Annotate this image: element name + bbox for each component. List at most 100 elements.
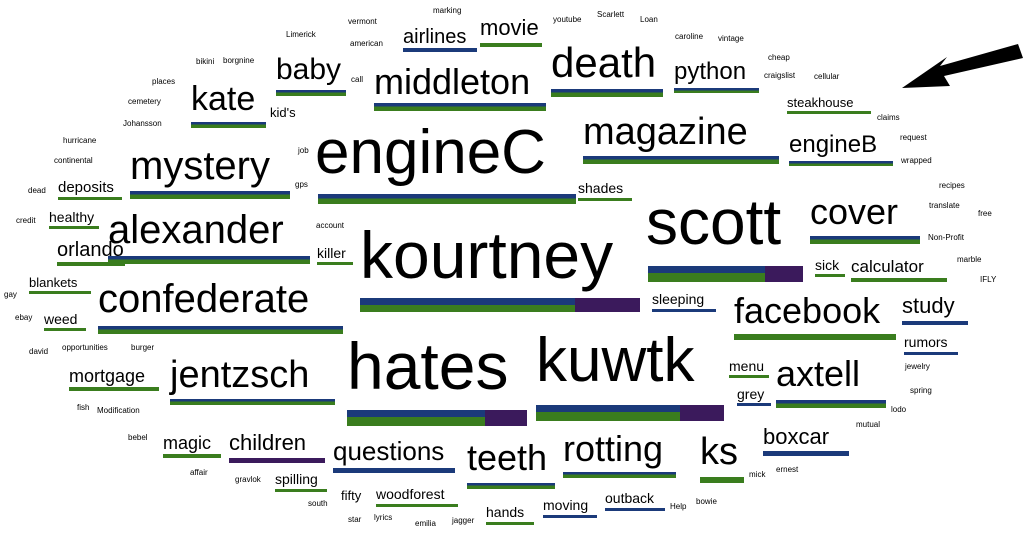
word-engineC: engineC bbox=[315, 118, 546, 187]
word-IFLY: IFLY bbox=[980, 275, 997, 284]
word-Modification: Modification bbox=[97, 406, 140, 415]
word-boxcar: boxcar bbox=[763, 424, 830, 449]
bar-jentzsch bbox=[170, 399, 335, 405]
word-cemetery: cemetery bbox=[128, 97, 161, 106]
bar-kate bbox=[191, 122, 266, 128]
bar-blankets bbox=[29, 291, 91, 294]
word-orlando: orlando bbox=[57, 239, 124, 261]
word-fifty: fifty bbox=[341, 488, 362, 503]
word-south: south bbox=[308, 499, 328, 508]
word-burger: burger bbox=[131, 343, 155, 352]
word-job: job bbox=[298, 146, 309, 155]
word-bebel: bebel bbox=[128, 433, 148, 442]
bar-grey bbox=[737, 403, 771, 406]
bar-magic bbox=[163, 454, 221, 458]
bar-middleton bbox=[374, 103, 546, 111]
word-vermont: vermont bbox=[348, 17, 377, 26]
word-weed: weed bbox=[44, 311, 78, 327]
bar-hates-purple bbox=[485, 410, 527, 426]
word-fish: fish bbox=[77, 403, 90, 412]
word-request: request bbox=[900, 133, 927, 142]
word-scott: scott bbox=[646, 186, 782, 258]
arrow-head bbox=[902, 44, 1023, 88]
word-recipes: recipes bbox=[939, 181, 965, 190]
word-youtube: youtube bbox=[553, 15, 582, 24]
word-cheap: cheap bbox=[768, 53, 790, 62]
word-Loan: Loan bbox=[640, 15, 658, 24]
word-mortgage: mortgage bbox=[69, 366, 146, 386]
word-confederate: confederate bbox=[98, 277, 310, 321]
bar-kuwtk bbox=[536, 405, 724, 421]
word-caroline: caroline bbox=[675, 32, 704, 41]
word-mutual: mutual bbox=[856, 420, 881, 429]
bar-movie bbox=[480, 43, 542, 47]
bar-magazine bbox=[583, 156, 779, 164]
word-account: account bbox=[316, 221, 345, 230]
word-dead: dead bbox=[28, 186, 46, 195]
word-kuwtk: kuwtk bbox=[536, 326, 695, 395]
bar-shades bbox=[578, 198, 632, 201]
bar-death bbox=[551, 89, 663, 97]
word-Non-Profit: Non-Profit bbox=[928, 233, 965, 242]
word-mick: mick bbox=[749, 470, 766, 479]
bar-scott-purple bbox=[765, 266, 803, 282]
word-healthy: healthy bbox=[49, 209, 95, 225]
word-star: star bbox=[348, 515, 362, 524]
word-airlines: airlines bbox=[403, 26, 467, 48]
word-kids: kid's bbox=[270, 105, 296, 120]
bar-kourtney bbox=[360, 298, 640, 312]
bar-engineB bbox=[789, 161, 893, 166]
word-marking: marking bbox=[433, 6, 462, 15]
word-lodo: lodo bbox=[891, 405, 907, 414]
word-spring: spring bbox=[910, 386, 932, 395]
word-kate: kate bbox=[191, 80, 256, 118]
word-ebay: ebay bbox=[15, 313, 33, 322]
word-deposits: deposits bbox=[58, 179, 114, 196]
word-middleton: middleton bbox=[374, 61, 531, 102]
bar-killer bbox=[317, 262, 353, 265]
bar-weed bbox=[44, 328, 86, 331]
bar-airlines bbox=[403, 48, 477, 52]
word-places: places bbox=[152, 77, 176, 86]
word-jewelry: jewelry bbox=[905, 362, 930, 371]
bar-python bbox=[674, 88, 759, 93]
word-rotting: rotting bbox=[563, 428, 664, 469]
word-Help: Help bbox=[670, 502, 687, 511]
word-cellular: cellular bbox=[814, 72, 840, 81]
word-magazine: magazine bbox=[583, 111, 748, 153]
bar-teeth bbox=[467, 483, 555, 489]
bar-healthy bbox=[49, 226, 99, 229]
word-woodforest: woodforest bbox=[376, 486, 445, 502]
word-facebook: facebook bbox=[734, 290, 881, 331]
word-Johansson: Johansson bbox=[123, 119, 162, 128]
bar-rumors bbox=[904, 352, 958, 355]
bar-steakhouse bbox=[787, 111, 871, 114]
bar-woodforest bbox=[376, 504, 458, 507]
word-lyrics: lyrics bbox=[374, 513, 393, 522]
word-american: american bbox=[350, 39, 383, 48]
word-sleeping: sleeping bbox=[652, 291, 705, 307]
word-hands: hands bbox=[486, 504, 525, 520]
bar-kuwtk-purple bbox=[680, 405, 724, 421]
bar-study bbox=[902, 321, 968, 325]
bar-ks bbox=[700, 477, 744, 483]
bar-calculator bbox=[851, 278, 947, 282]
bar-baby bbox=[276, 90, 346, 96]
word-death: death bbox=[551, 39, 657, 86]
bar-spilling bbox=[275, 489, 327, 492]
bar-boxcar bbox=[763, 451, 849, 456]
bar-alexander bbox=[108, 256, 310, 264]
bar-hands bbox=[486, 522, 534, 525]
word-jentzsch: jentzsch bbox=[170, 354, 310, 396]
word-steakhouse: steakhouse bbox=[787, 95, 854, 110]
word-rumors: rumors bbox=[904, 334, 948, 350]
word-Limerick: Limerick bbox=[286, 30, 316, 39]
word-hates: hates bbox=[347, 329, 509, 403]
word-opportunities: opportunities bbox=[62, 343, 108, 352]
word-gravlok: gravlok bbox=[235, 475, 261, 484]
bar-facebook bbox=[734, 334, 896, 340]
word-jagger: jagger bbox=[452, 516, 475, 525]
word-gay: gay bbox=[4, 290, 17, 299]
